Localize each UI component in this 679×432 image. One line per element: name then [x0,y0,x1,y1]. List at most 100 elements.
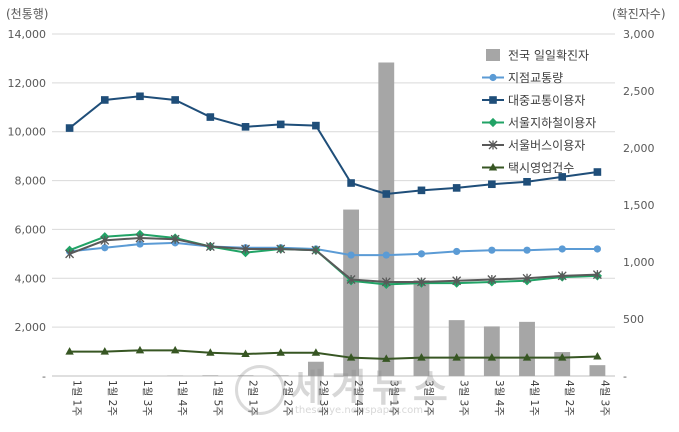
marker-point [170,234,180,244]
right-tick-label: 1,500 [623,199,655,212]
marker-point [523,177,531,186]
marker-point [487,353,497,361]
marker-point [100,235,110,245]
x-tick-label: 1월 2주 [106,380,118,416]
right-tick-label: 2,500 [623,85,655,98]
series-line [69,349,598,360]
x-tick-label: 4월 2주 [563,380,575,416]
marker-point [522,273,532,283]
marker-point [453,247,461,256]
marker-point [311,348,321,356]
marker-point [241,123,250,131]
right-tick-label: - [623,370,627,383]
bar-series [167,62,606,376]
marker-point [489,96,497,104]
marker-point [65,124,74,132]
x-tick-label: 1월 5주 [211,380,223,416]
legend: 전국 일일확진자지점교통량대중교통이용자서울지하철이용자서울버스이용자택시영업건… [482,49,596,175]
x-tick-label: 4월 3주 [598,380,610,416]
marker-point [593,351,602,360]
marker-point [489,73,497,82]
legend-label: 서울버스이용자 [508,139,585,153]
marker-point [347,179,355,187]
marker-point [170,345,180,354]
right-tick-label: 2,000 [623,142,655,155]
legend-label: 택시영업건수 [508,161,574,175]
marker-point [171,96,179,104]
bar [202,375,219,376]
bar [307,361,324,376]
marker-point [311,245,321,255]
bar [483,326,500,376]
x-tick-label: 1월 3주 [141,380,153,416]
bar [237,375,254,376]
marker-point [417,277,426,287]
marker-point [452,184,461,192]
marker-point [135,233,145,243]
marker-point [523,246,531,254]
legend-label: 대중교통이용자 [508,94,585,108]
legend-label: 전국 일일확진자 [508,49,589,63]
marker-point [346,275,356,285]
marker-point [136,240,144,248]
marker-point [417,186,426,195]
marker-point [206,348,215,356]
right-tick-label: 500 [623,313,644,326]
marker-point [488,163,498,171]
marker-point [100,96,109,104]
marker-point [136,92,144,101]
marker-point [488,180,496,189]
x-tick-label: 3월 2주 [422,380,434,416]
x-tick-label: 3월 4주 [493,380,505,416]
marker-point [65,249,75,259]
series-line [69,241,598,257]
x-tick-label: 3월 3주 [458,380,470,416]
marker-point [488,117,498,128]
marker-point [558,353,567,361]
marker-point [312,121,320,130]
bar [589,365,606,376]
marker-point [557,271,567,281]
left-tick-label: 4,000 [15,272,47,285]
marker-point [276,120,285,129]
line-series [64,92,603,362]
left-tick-label: 10,000 [8,126,47,139]
bar [519,321,535,376]
marker-point [65,347,74,355]
x-tick-label: 2월 3주 [317,380,329,416]
marker-point [205,242,215,252]
axes: (천통행) (확진자수) - 2,000 4,000 6,000 8,000 10,000… [6,6,666,416]
x-tick-label: 1월 1주 [71,380,83,416]
marker-point [347,251,355,259]
bar [378,62,395,376]
marker-point [382,354,391,362]
marker-point [558,173,567,181]
bar [448,320,465,376]
marker-point [452,276,462,286]
series-line [69,236,598,283]
gridlines [52,33,615,377]
left-tick-label: 6,000 [15,223,47,236]
x-tick-label: 2월 4주 [352,380,364,416]
x-tick-label: 2월 1주 [247,380,259,416]
marker-point [593,245,602,253]
x-tick-label: 3월 1주 [387,380,399,416]
marker-point [558,245,566,253]
marker-point [276,244,286,254]
marker-point [522,353,532,361]
marker-point [488,246,496,254]
x-tick-label: 1월 4주 [176,380,188,416]
marker-point [381,277,391,287]
marker-point [592,270,602,280]
x-tick-label: 4월 1주 [528,380,540,416]
right-tick-label: 1,000 [623,256,655,269]
marker-point [382,190,391,198]
left-tick-label: - [42,370,46,383]
bar [272,375,289,376]
marker-point [276,348,285,356]
left-tick-label: 14,000 [8,28,47,41]
x-tick-label: 2월 2주 [282,380,294,416]
marker-point [417,250,426,258]
marker-point [488,140,498,150]
